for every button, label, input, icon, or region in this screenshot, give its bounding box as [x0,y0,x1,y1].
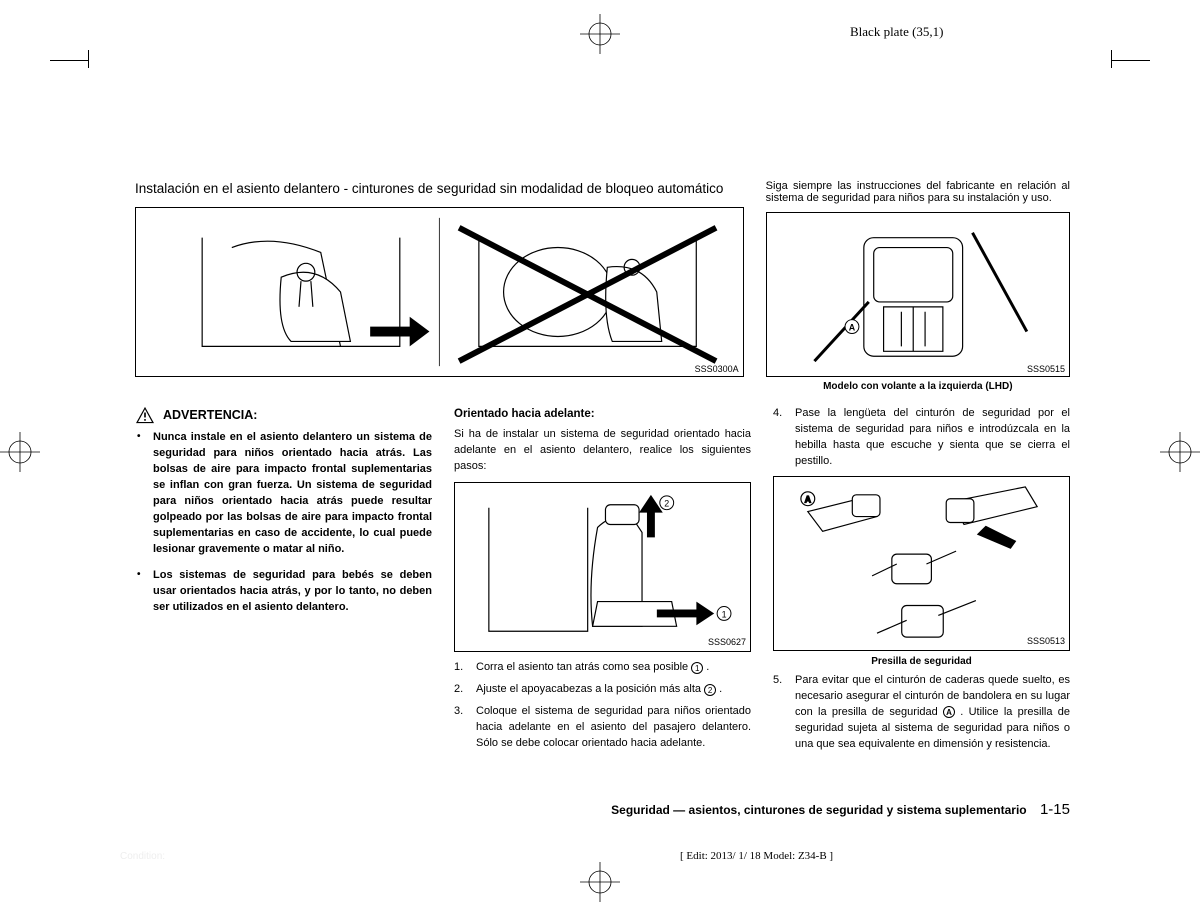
figure-top-svg [136,208,743,376]
circled-num: 1 [691,662,703,674]
figure-tr-svg: A [767,213,1069,376]
crosshair-bottom [580,862,620,902]
warning-icon [135,406,155,424]
svg-text:A: A [805,494,812,504]
footer: Seguridad — asientos, cinturones de segu… [611,801,1070,818]
step-item: 4. Pase la lengüeta del cinturón de segu… [773,406,1070,470]
crop-mark [1111,50,1112,68]
step-num: 4. [773,406,782,422]
right-intro: Siga siempre las instrucciones del fabri… [766,180,1070,204]
figure-code: SSS0515 [1027,364,1065,374]
figure-mid-svg: 1 2 [455,483,750,651]
figure-bot-right: A SSS0513 [773,476,1070,651]
figure-br-svg: A [774,477,1069,650]
plate-header: Black plate (35,1) [850,24,944,40]
col-warning: ADVERTENCIA: Nunca instale en el asiento… [135,406,432,759]
warning-item: Nunca instale en el asiento delantero un… [135,430,432,558]
crop-mark [1112,60,1150,61]
figure-code: SSS0513 [1027,635,1065,648]
footer-section: Seguridad — asientos, cinturones de segu… [611,803,1026,817]
step-text: Corra el asiento tan atrás como sea posi… [476,661,688,673]
warning-label: ADVERTENCIA: [163,406,257,424]
step-num: 3. [454,704,463,720]
step-text: Coloque el sistema de seguridad para niñ… [476,705,751,749]
figure-caption: Modelo con volante a la izquierda (LHD) [766,381,1070,392]
step-item: 2. Ajuste el apoyacabezas a la posición … [454,682,751,698]
step-item: 5. Para evitar que el cinturón de cadera… [773,673,1070,753]
figure-top: SSS0300A [135,207,744,377]
subheading: Orientado hacia adelante: [454,406,751,423]
svg-text:1: 1 [722,610,727,620]
crosshair-top [580,14,620,54]
step-suffix: . [706,661,709,673]
col-forward: Orientado hacia adelante: Si ha de insta… [454,406,751,759]
step-text: Ajuste el apoyacabezas a la posición más… [476,683,701,695]
step-item: 3. Coloque el sistema de seguridad para … [454,704,751,752]
intro-text: Si ha de instalar un sistema de segurida… [454,427,751,475]
step-num: 5. [773,673,782,689]
step-num: 1. [454,660,463,676]
warning-item: Los sistemas de seguridad para bebés se … [135,568,432,616]
circled-num: 2 [704,684,716,696]
figure-caption: Presilla de seguridad [773,655,1070,670]
circled-letter: A [943,706,955,718]
edit-info: [ Edit: 2013/ 1/ 18 Model: Z34-B ] [680,850,833,862]
step-item: 1. Corra el asiento tan atrás como sea p… [454,660,751,676]
footer-page: 1-15 [1040,801,1070,818]
crop-mark [50,60,88,61]
section-title: Instalación en el asiento delantero - ci… [135,180,744,199]
step-text: Pase la lengüeta del cinturón de segurid… [795,407,1070,467]
crop-mark [88,50,89,68]
figure-mid: 1 2 SSS0627 [454,482,751,652]
svg-text:A: A [848,323,855,333]
col-right: 4. Pase la lengüeta del cinturón de segu… [773,406,1070,759]
svg-text:2: 2 [664,499,669,509]
condition-label: Condition: [120,851,165,862]
figure-code: SSS0627 [708,636,746,649]
page-content: Instalación en el asiento delantero - ci… [135,180,1070,759]
crosshair-right [1160,432,1200,472]
crosshair-left [0,432,40,472]
step-num: 2. [454,682,463,698]
step-suffix: . [719,683,722,695]
figure-top-right: A SSS0515 [766,212,1070,377]
figure-code: SSS0300A [695,364,739,374]
